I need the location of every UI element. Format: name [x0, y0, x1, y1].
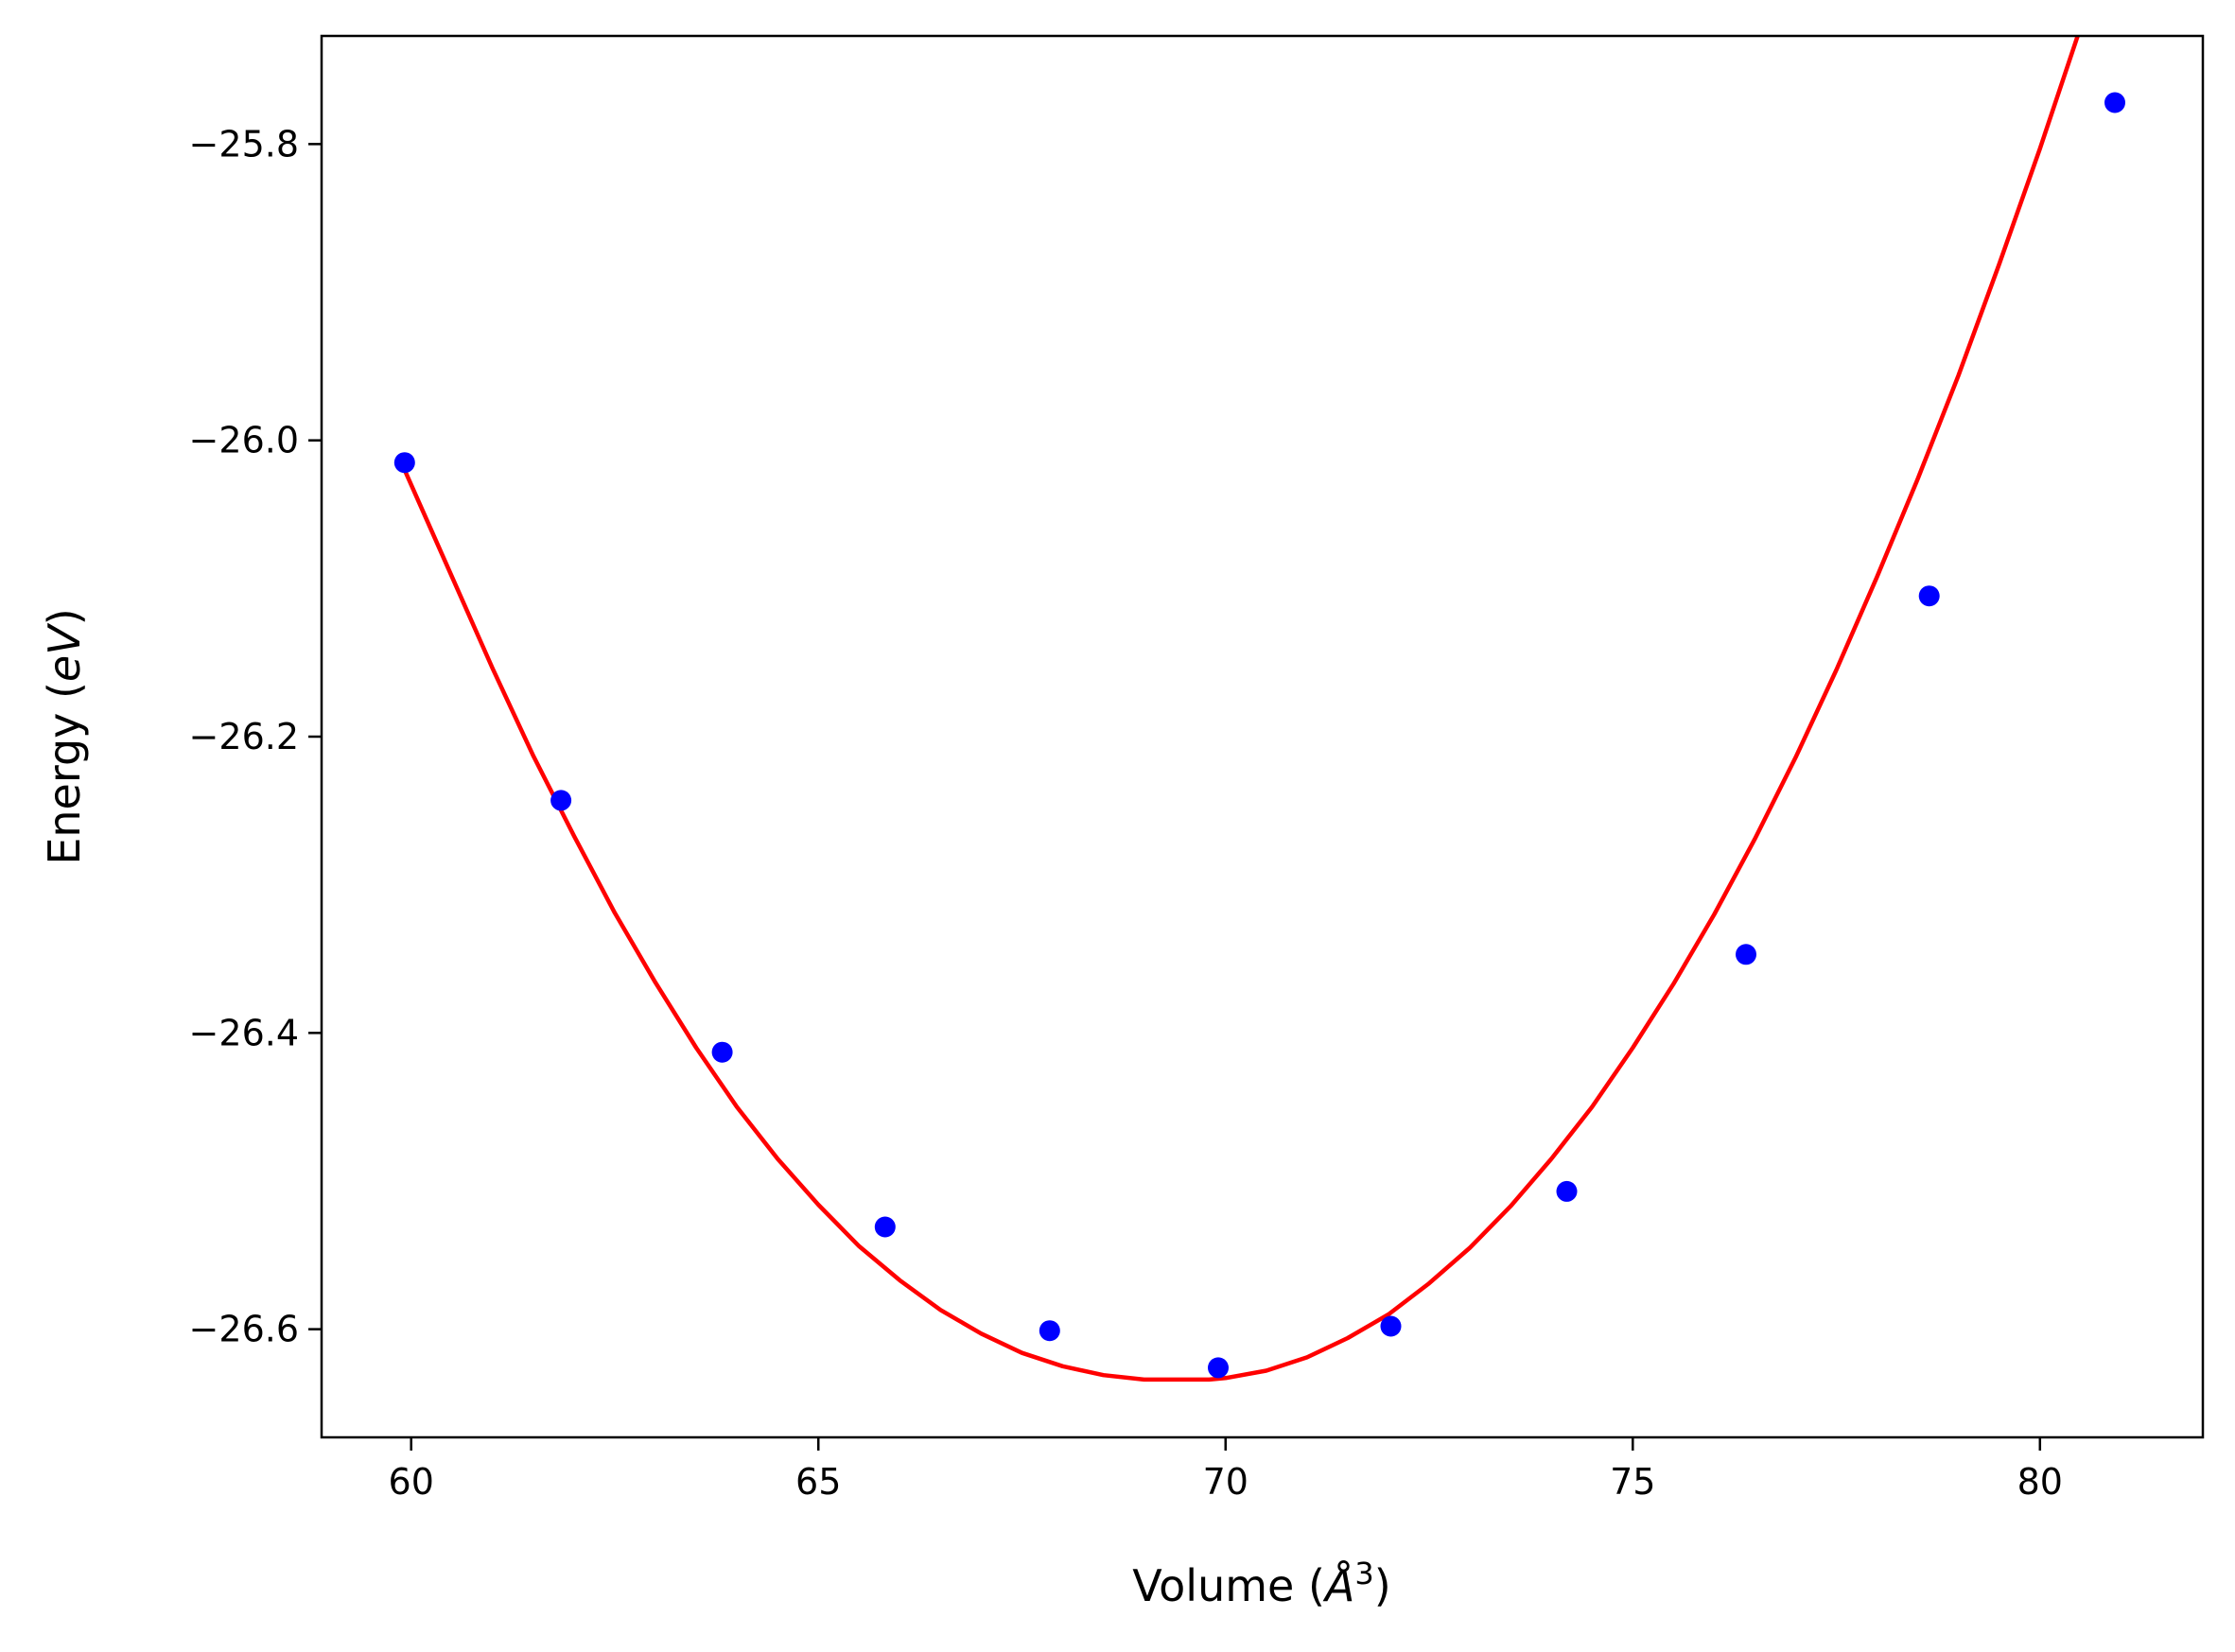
data-point-5: [1039, 1320, 1060, 1342]
data-point-3: [711, 1041, 733, 1063]
y-axis-title-text: Energy: [39, 713, 90, 865]
x-tick-label: 70: [1203, 1461, 1248, 1503]
x-tick-label: 60: [389, 1461, 434, 1503]
data-point-7: [1380, 1315, 1402, 1337]
x-axis-ticks: 60 65 70 75 80: [389, 1437, 2063, 1503]
data-point-9: [1736, 944, 1756, 965]
y-tick-label: −26.6: [189, 1309, 299, 1350]
x-axis-title-unit: Å: [1322, 1560, 1354, 1611]
x-axis-title: Volume (Å3): [1132, 1556, 1390, 1611]
fit-curve-layer: [402, 36, 2081, 1382]
y-tick-label: −26.2: [189, 716, 299, 757]
data-point-11: [2104, 92, 2125, 113]
y-axis-title: Energy (eV): [39, 608, 90, 864]
fit-curve: [402, 36, 2081, 1382]
y-axis-title-unit: eV: [39, 622, 90, 682]
data-point-8: [1556, 1180, 1578, 1202]
x-tick-label: 65: [795, 1461, 841, 1503]
y-tick-label: −26.4: [189, 1012, 299, 1053]
data-point-4: [874, 1216, 896, 1238]
data-point-10: [1918, 585, 1940, 607]
data-point-1: [393, 452, 415, 474]
x-axis-title-text: Volume: [1132, 1560, 1294, 1611]
data-point-2: [550, 790, 572, 811]
y-tick-label: −25.8: [189, 123, 299, 165]
x-tick-label: 80: [2017, 1461, 2063, 1503]
x-axis-title-exponent: 3: [1354, 1556, 1373, 1591]
y-axis-ticks: −25.8 −26.0 −26.2 −26.4 −26.6: [189, 123, 322, 1350]
x-tick-label: 75: [1610, 1461, 1655, 1503]
data-point-6: [1208, 1357, 1229, 1379]
y-tick-label: −26.0: [189, 420, 299, 461]
data-points-layer: [393, 92, 2125, 1379]
